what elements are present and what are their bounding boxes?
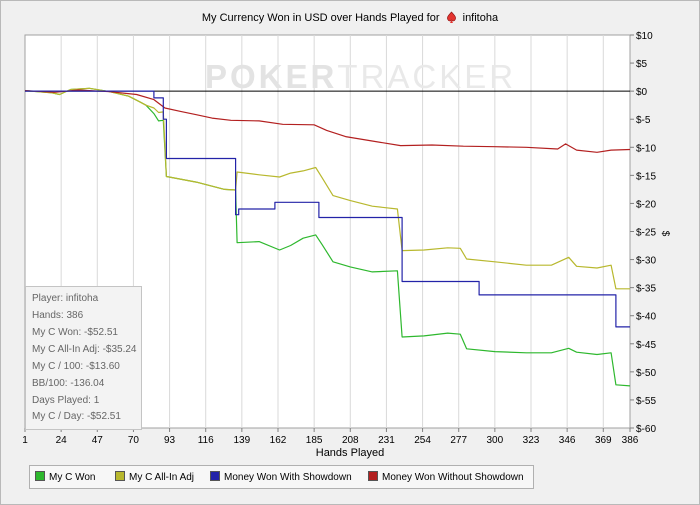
- y-tick-label: $-5: [636, 115, 651, 126]
- x-tick-label: 1: [22, 435, 28, 446]
- chart-title-text: My Currency Won in USD over Hands Played…: [201, 12, 440, 24]
- series-layer: [24, 87, 631, 387]
- x-tick-label: 162: [270, 435, 287, 446]
- y-axis-label: $: [659, 230, 671, 237]
- x-tick-label: 300: [487, 435, 504, 446]
- x-tick-label: 386: [622, 435, 639, 446]
- y-tick-label: $-45: [636, 340, 656, 351]
- legend-item-my-c-won[interactable]: My C Won: [35, 471, 96, 483]
- legend-swatch: [368, 471, 378, 481]
- y-tick-label: $5: [636, 59, 648, 70]
- legend: My C Won My C All-In Adj Money Won With …: [29, 465, 534, 489]
- poker-spade-icon: [446, 11, 456, 23]
- stat-per-100: My C / 100: -$13.60: [32, 361, 120, 372]
- legend-item-showdown[interactable]: Money Won With Showdown: [210, 471, 352, 483]
- stats-box: Player: infitoha Hands: 386 My C Won: -$…: [25, 286, 142, 430]
- y-tick-label: $-50: [636, 368, 656, 379]
- y-tick-label: $-30: [636, 256, 656, 267]
- x-tick-label: 323: [523, 435, 540, 446]
- legend-swatch: [115, 471, 125, 481]
- x-tick-label: 47: [92, 435, 104, 446]
- series-line-money-won-with-showdown: [25, 90, 630, 328]
- pokertracker-watermark: POKERTRACKER: [205, 58, 517, 95]
- x-tick-label: 139: [234, 435, 251, 446]
- stat-hands: Hands: 386: [32, 310, 84, 321]
- x-tick-label: 116: [198, 435, 214, 446]
- y-tick-label: $-55: [636, 396, 656, 407]
- x-tick-label: 24: [56, 435, 68, 446]
- x-tick-label: 231: [378, 435, 395, 446]
- x-tick-label: 185: [306, 435, 323, 446]
- legend-item-no-showdown[interactable]: Money Won Without Showdown: [368, 471, 524, 483]
- x-tick-label: 208: [342, 435, 359, 446]
- y-tick-label: $-10: [636, 143, 656, 154]
- stat-bb-100: BB/100: -136.04: [32, 378, 105, 389]
- x-tick-label: 93: [164, 435, 176, 446]
- chart-title-player: infitoha: [462, 12, 499, 24]
- x-tick-label: 254: [414, 435, 431, 446]
- axis-layer: 1 24 47 70 93 116 139 162 185 208 231 254 277 300 323 3…: [22, 31, 656, 446]
- x-axis-label: Hands Played: [315, 447, 385, 459]
- y-tick-label: $-15: [636, 171, 656, 182]
- x-tick-label: 277: [450, 435, 467, 446]
- chart-title: My Currency Won in USD over Hands Played…: [0, 11, 700, 24]
- stat-won: My C Won: -$52.51: [32, 327, 118, 338]
- series-line-my-c-all-in-adj: [24, 87, 630, 290]
- y-tick-label: $-40: [636, 312, 656, 323]
- legend-swatch: [210, 471, 220, 481]
- x-tick-label: 346: [559, 435, 576, 446]
- series-line-money-won-without-showdown: [24, 89, 631, 153]
- legend-item-all-in-adj[interactable]: My C All-In Adj: [115, 471, 194, 483]
- stat-per-day: My C / Day: -$52.51: [32, 411, 121, 422]
- stat-all-in-adj: My C All-In Adj: -$35.24: [32, 344, 137, 355]
- y-tick-label: $-20: [636, 199, 656, 210]
- y-tick-label: $10: [636, 31, 653, 42]
- y-tick-label: $0: [636, 87, 648, 98]
- x-tick-label: 70: [128, 435, 140, 446]
- y-tick-label: $-60: [636, 424, 656, 435]
- stat-days: Days Played: 1: [32, 395, 100, 406]
- stat-player: Player: infitoha: [32, 293, 99, 304]
- y-tick-label: $-35: [636, 284, 656, 295]
- x-tick-label: 369: [595, 435, 612, 446]
- legend-swatch: [35, 471, 45, 481]
- y-tick-label: $-25: [636, 228, 656, 239]
- grid-layer: [25, 35, 630, 428]
